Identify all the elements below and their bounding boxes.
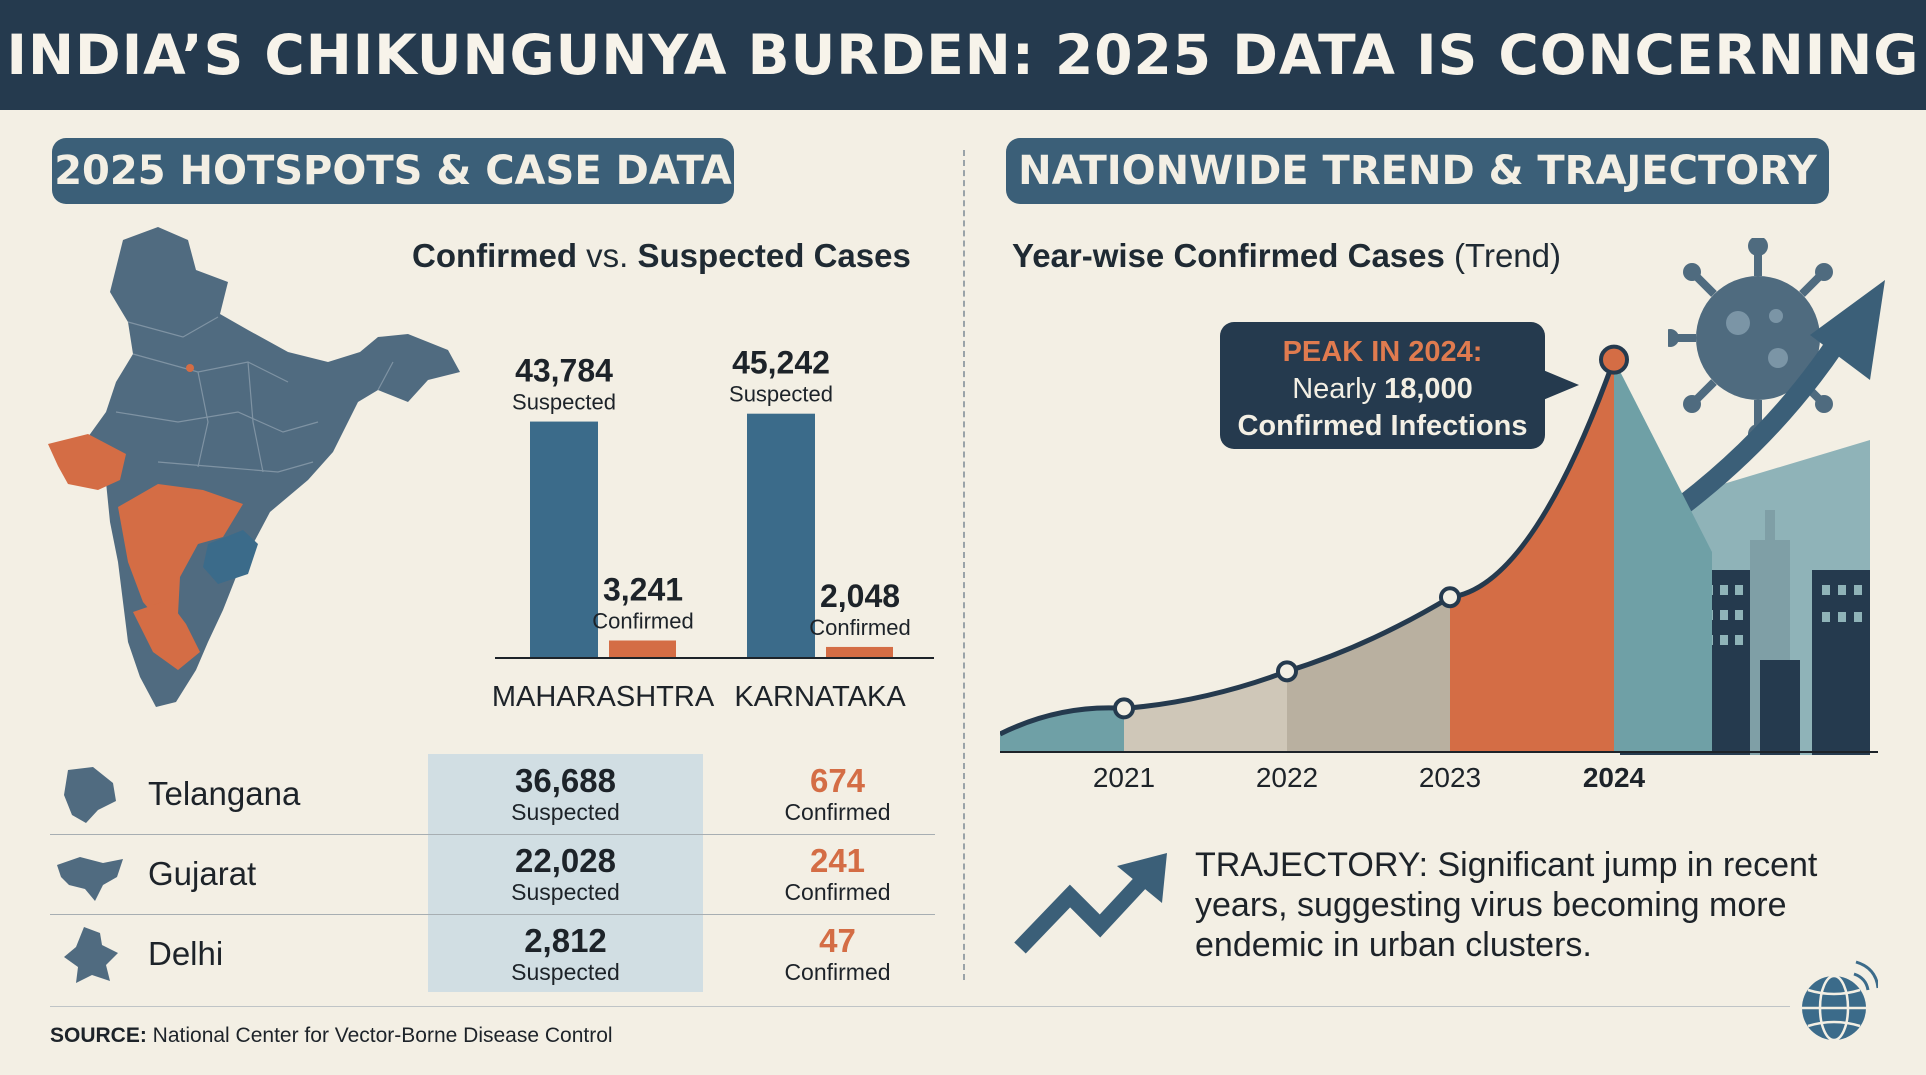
suspected-value-delhi: 2,812 bbox=[524, 922, 607, 959]
bar-suspected-karnataka bbox=[747, 413, 815, 658]
suspected-series-label: Suspected bbox=[729, 382, 833, 407]
confirmed-value-delhi: 47 bbox=[819, 922, 856, 959]
suspected-value-label: 45,242 bbox=[732, 345, 830, 381]
suspected-value-telangana: 36,688 bbox=[515, 762, 616, 799]
trend-title-part2: (Trend) bbox=[1444, 237, 1561, 274]
hotspots-pill: 2025 HOTSPOTS & CASE DATA bbox=[52, 138, 734, 204]
trend-point-2024 bbox=[1599, 344, 1629, 375]
confirmed-label: Confirmed bbox=[784, 959, 891, 985]
suspected-label: Suspected bbox=[511, 799, 620, 825]
suspected-value-label: 43,784 bbox=[515, 353, 613, 389]
source-label: SOURCE: bbox=[50, 1024, 147, 1047]
source-note: SOURCE: National Center for Vector-Borne… bbox=[50, 1024, 613, 1048]
trend-pill: NATIONWIDE TREND & TRAJECTORY bbox=[1006, 138, 1829, 204]
trend-point-2022 bbox=[1276, 660, 1298, 683]
confirmed-value-label: 3,241 bbox=[603, 571, 683, 607]
trend-line bbox=[1000, 358, 1617, 737]
category-label-maharashtra: MAHARASHTRA bbox=[492, 681, 715, 713]
delhi-shape-icon bbox=[64, 927, 118, 983]
confirmed-value-gujarat: 241 bbox=[809, 842, 866, 879]
year-label-2022: 2022 bbox=[1255, 762, 1319, 793]
suspected-label: Suspected bbox=[511, 959, 620, 985]
bar-title-part1: Confirmed bbox=[412, 237, 577, 274]
row-divider bbox=[50, 834, 935, 835]
trend-area-2024 bbox=[1450, 359, 1614, 752]
confirmed-value-telangana: 674 bbox=[809, 762, 866, 799]
trend-ribbon bbox=[1000, 707, 1124, 752]
suspected-series-label: Suspected bbox=[512, 390, 616, 415]
trend-area-2022 bbox=[1124, 671, 1287, 752]
year-label-2024: 2024 bbox=[1582, 762, 1646, 793]
bar-confirmed-karnataka bbox=[826, 646, 893, 658]
confirmed-series-label: Confirmed bbox=[592, 608, 693, 633]
bar-chart: 43,784Suspected3,241ConfirmedMAHARASHTRA… bbox=[492, 345, 934, 713]
delhi-marker bbox=[186, 364, 194, 372]
row-divider bbox=[50, 914, 935, 915]
karnataka-region bbox=[133, 600, 200, 670]
trend-chart bbox=[1000, 344, 1878, 753]
maharashtra-region bbox=[118, 484, 243, 622]
bar-chart-title: Confirmed vs. Suspected Cases bbox=[412, 237, 911, 275]
source-text: National Center for Vector-Borne Disease… bbox=[146, 1024, 613, 1047]
trajectory-note: TRAJECTORY: Significant jump in recent y… bbox=[1195, 845, 1845, 965]
suspected-label: Suspected bbox=[511, 879, 620, 905]
state-name-telangana: Telangana bbox=[148, 775, 301, 812]
confirmed-value-label: 2,048 bbox=[820, 578, 900, 614]
trend-title-part1: Year-wise Confirmed Cases bbox=[1012, 237, 1445, 274]
suspected-column-bg bbox=[428, 754, 703, 992]
suspected-value-gujarat: 22,028 bbox=[515, 842, 616, 879]
telangana-region bbox=[203, 530, 258, 584]
rising-zigzag-icon bbox=[1014, 853, 1167, 954]
confirmed-label: Confirmed bbox=[784, 879, 891, 905]
telangana-shape-icon bbox=[64, 767, 116, 823]
trend-area-2023 bbox=[1287, 597, 1450, 752]
trajectory-label: TRAJECTORY: bbox=[1195, 846, 1429, 884]
globe-icon bbox=[1802, 960, 1878, 1042]
trajectory-text: Significant jump in recent years, sugges… bbox=[1195, 846, 1818, 964]
section-divider bbox=[963, 150, 965, 980]
callout-value: 18,000 bbox=[1384, 373, 1473, 405]
bar-title-part2: vs. bbox=[577, 237, 638, 274]
year-label-2021: 2021 bbox=[1092, 762, 1156, 793]
peak-callout: PEAK IN 2024: Nearly 18,000 Confirmed In… bbox=[1220, 322, 1545, 449]
bar-suspected-maharashtra bbox=[530, 421, 598, 658]
trend-tail-area bbox=[1614, 359, 1712, 752]
trend-point-2023 bbox=[1439, 586, 1461, 609]
state-name-gujarat: Gujarat bbox=[148, 855, 257, 892]
india-map-icon bbox=[48, 227, 460, 707]
callout-pointer bbox=[1543, 370, 1579, 400]
category-label-karnataka: KARNATAKA bbox=[734, 681, 906, 713]
state-name-delhi: Delhi bbox=[148, 935, 224, 972]
trend-chart-title: Year-wise Confirmed Cases (Trend) bbox=[1012, 237, 1561, 275]
callout-title: PEAK IN 2024: bbox=[1282, 336, 1483, 368]
page-title: INDIA’S CHIKUNGUNYA BURDEN: 2025 DATA IS… bbox=[0, 0, 1926, 110]
confirmed-series-label: Confirmed bbox=[809, 615, 910, 640]
gujarat-region bbox=[48, 434, 126, 490]
year-label-2023: 2023 bbox=[1418, 762, 1482, 793]
trend-point-2021 bbox=[1113, 697, 1135, 720]
gujarat-shape-icon bbox=[57, 857, 123, 901]
footer-divider bbox=[50, 1006, 1790, 1007]
bar-confirmed-maharashtra bbox=[609, 640, 676, 658]
bar-title-part3: Suspected Cases bbox=[637, 237, 911, 274]
confirmed-label: Confirmed bbox=[784, 799, 891, 825]
callout-value-line: Nearly 18,000 bbox=[1220, 373, 1545, 406]
callout-caption: Confirmed Infections bbox=[1237, 410, 1528, 442]
callout-prefix: Nearly bbox=[1292, 373, 1385, 405]
